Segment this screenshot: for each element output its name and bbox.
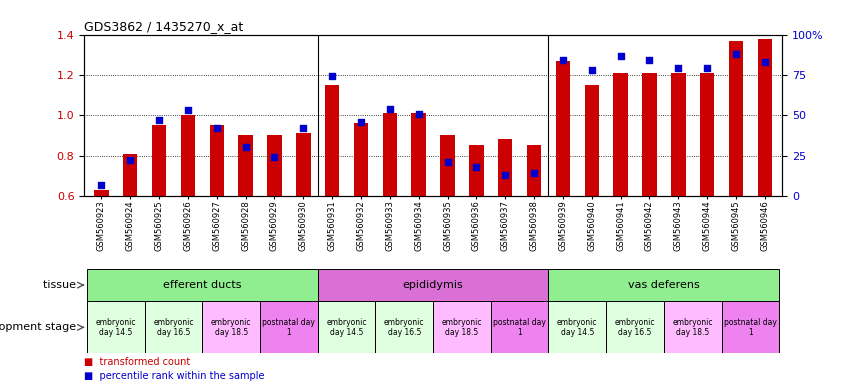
Text: development stage: development stage <box>0 322 80 333</box>
Bar <box>209 125 224 317</box>
Bar <box>238 135 253 317</box>
Point <box>643 57 656 63</box>
Text: embryonic
day 18.5: embryonic day 18.5 <box>442 318 482 337</box>
Text: postnatal day
1: postnatal day 1 <box>724 318 777 337</box>
Bar <box>671 73 685 317</box>
Point <box>585 67 599 73</box>
Text: postnatal day
1: postnatal day 1 <box>493 318 546 337</box>
Point <box>152 117 166 123</box>
Bar <box>145 301 203 353</box>
Point <box>527 170 541 176</box>
Text: tissue: tissue <box>44 280 80 290</box>
Bar <box>318 269 548 301</box>
Point <box>441 159 454 165</box>
Bar <box>613 73 628 317</box>
Bar <box>152 125 167 317</box>
Bar <box>433 301 491 353</box>
Point <box>267 154 281 160</box>
Bar <box>123 154 137 317</box>
Point <box>210 125 224 131</box>
Bar <box>643 73 657 317</box>
Bar <box>491 301 548 353</box>
Point <box>556 57 569 63</box>
Bar <box>729 41 743 317</box>
Bar <box>267 135 282 317</box>
Point <box>181 107 194 113</box>
Text: efferent ducts: efferent ducts <box>163 280 241 290</box>
Bar <box>722 301 780 353</box>
Bar <box>441 135 455 317</box>
Bar <box>383 113 397 317</box>
Bar <box>181 115 195 317</box>
Point <box>729 51 743 57</box>
Bar <box>556 61 570 317</box>
Text: embryonic
day 18.5: embryonic day 18.5 <box>211 318 251 337</box>
Bar <box>758 39 772 317</box>
Text: embryonic
day 16.5: embryonic day 16.5 <box>384 318 425 337</box>
Bar <box>548 301 606 353</box>
Bar <box>354 123 368 317</box>
Text: embryonic
day 14.5: embryonic day 14.5 <box>96 318 136 337</box>
Text: embryonic
day 18.5: embryonic day 18.5 <box>673 318 713 337</box>
Text: epididymis: epididymis <box>403 280 463 290</box>
Point <box>469 164 483 170</box>
Bar <box>606 301 664 353</box>
Point <box>383 106 397 112</box>
Bar <box>296 133 310 317</box>
Bar <box>318 301 375 353</box>
Point <box>614 53 627 59</box>
Bar <box>260 301 318 353</box>
Point <box>124 157 137 164</box>
Bar <box>469 146 484 317</box>
Bar <box>498 139 512 317</box>
Bar <box>203 301 260 353</box>
Point <box>672 65 685 71</box>
Text: embryonic
day 14.5: embryonic day 14.5 <box>326 318 367 337</box>
Text: ■  percentile rank within the sample: ■ percentile rank within the sample <box>84 371 265 381</box>
Point <box>499 172 512 178</box>
Bar <box>94 190 108 317</box>
Point <box>354 119 368 125</box>
Bar <box>325 85 340 317</box>
Bar <box>87 301 145 353</box>
Text: GDS3862 / 1435270_x_at: GDS3862 / 1435270_x_at <box>84 20 243 33</box>
Point <box>95 182 108 188</box>
Text: vas deferens: vas deferens <box>628 280 700 290</box>
Text: embryonic
day 16.5: embryonic day 16.5 <box>153 318 193 337</box>
Text: postnatal day
1: postnatal day 1 <box>262 318 315 337</box>
Point <box>239 144 252 151</box>
Text: embryonic
day 14.5: embryonic day 14.5 <box>557 318 598 337</box>
Bar <box>411 113 426 317</box>
Bar <box>526 146 542 317</box>
Bar <box>700 73 714 317</box>
Point <box>297 125 310 131</box>
Point <box>758 59 771 65</box>
Text: ■  transformed count: ■ transformed count <box>84 358 190 367</box>
Bar <box>584 85 599 317</box>
Bar <box>664 301 722 353</box>
Point <box>412 111 426 117</box>
Point <box>701 65 714 71</box>
Bar <box>87 269 318 301</box>
Text: embryonic
day 16.5: embryonic day 16.5 <box>615 318 655 337</box>
Bar <box>375 301 433 353</box>
Bar <box>548 269 780 301</box>
Point <box>325 73 339 79</box>
